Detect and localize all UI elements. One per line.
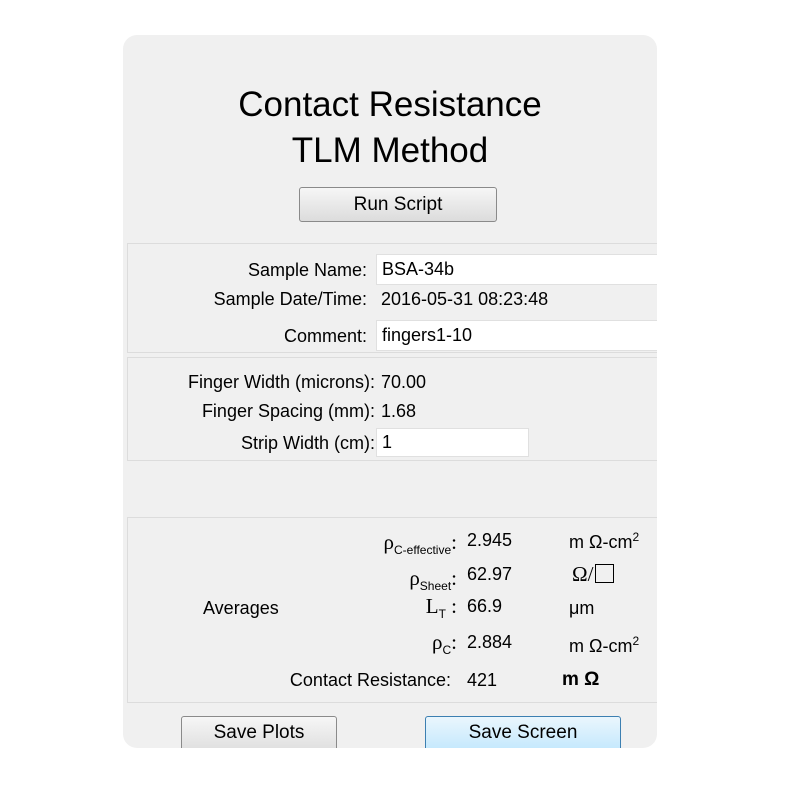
rho-c-effective-sub: C-effective (394, 543, 452, 558)
comment-input[interactable] (376, 320, 657, 351)
unit-text: m Ω-cm (569, 636, 633, 656)
l-symbol: L (425, 594, 439, 618)
rho-c-unit: m Ω-cm2 (569, 634, 639, 657)
sample-datetime-label: Sample Date/Time: (213, 289, 367, 309)
lt-label: LT : (425, 594, 457, 622)
sample-info-group: Sample Name: Sample Date/Time: 2016-05-3… (127, 243, 657, 353)
finger-width-value: 70.00 (381, 372, 427, 392)
lt-unit: μm (569, 598, 595, 618)
finger-width-label: Finger Width (microns): (187, 372, 375, 392)
rho-symbol: ρ (409, 566, 420, 590)
rho-c-effective-unit: m Ω-cm2 (569, 530, 639, 553)
comment-label: Comment: (283, 326, 367, 346)
rho-c-effective-label: ρC-effective: (383, 530, 457, 558)
contact-resistance-label: Contact Resistance: (289, 670, 451, 690)
averages-group: Averages ρC-effective: 2.945 m Ω-cm2 ρSh… (127, 517, 657, 703)
averages-label: Averages (203, 598, 279, 618)
tlm-panel: Contact Resistance TLM Method Run Script… (123, 35, 657, 748)
rho-symbol: ρ (383, 530, 395, 554)
save-plots-button[interactable]: Save Plots (181, 716, 337, 748)
geometry-group: Finger Width (microns): 70.00 Finger Spa… (127, 357, 657, 461)
run-script-button[interactable]: Run Script (299, 187, 497, 222)
unit-text: Ω/ (572, 562, 594, 586)
finger-spacing-label: Finger Spacing (mm): (201, 401, 375, 421)
rho-symbol: ρ (432, 630, 443, 654)
contact-resistance-unit: m Ω (562, 669, 600, 690)
title-line-2: TLM Method (291, 131, 489, 170)
contact-resistance-value: 421 (467, 670, 498, 690)
rho-sheet-value: 62.97 (467, 564, 513, 584)
strip-width-label: Strip Width (cm): (240, 433, 375, 453)
finger-spacing-value: 1.68 (381, 401, 417, 421)
rho-c-sub: C (442, 643, 452, 658)
rho-sheet-label: ρSheet: (409, 566, 457, 594)
unit-sup: 2 (632, 634, 640, 648)
square-icon (595, 564, 615, 583)
unit-text: m Ω-cm (569, 532, 633, 552)
strip-width-input[interactable] (376, 428, 529, 457)
rho-sheet-unit: Ω/ (572, 562, 615, 587)
save-screen-button[interactable]: Save Screen (425, 716, 621, 748)
rho-c-value: 2.884 (467, 632, 513, 652)
unit-sup: 2 (632, 530, 640, 544)
rho-c-label: ρC: (432, 630, 457, 658)
sample-name-input[interactable] (376, 254, 657, 285)
lt-sub: T (438, 607, 446, 622)
sample-name-label: Sample Name: (247, 260, 367, 280)
lt-value: 66.9 (467, 596, 503, 616)
rho-c-effective-value: 2.945 (467, 530, 513, 550)
title-line-1: Contact Resistance (238, 85, 542, 124)
sample-datetime-value: 2016-05-31 08:23:48 (381, 289, 549, 309)
rho-sheet-sub: Sheet (419, 579, 452, 594)
